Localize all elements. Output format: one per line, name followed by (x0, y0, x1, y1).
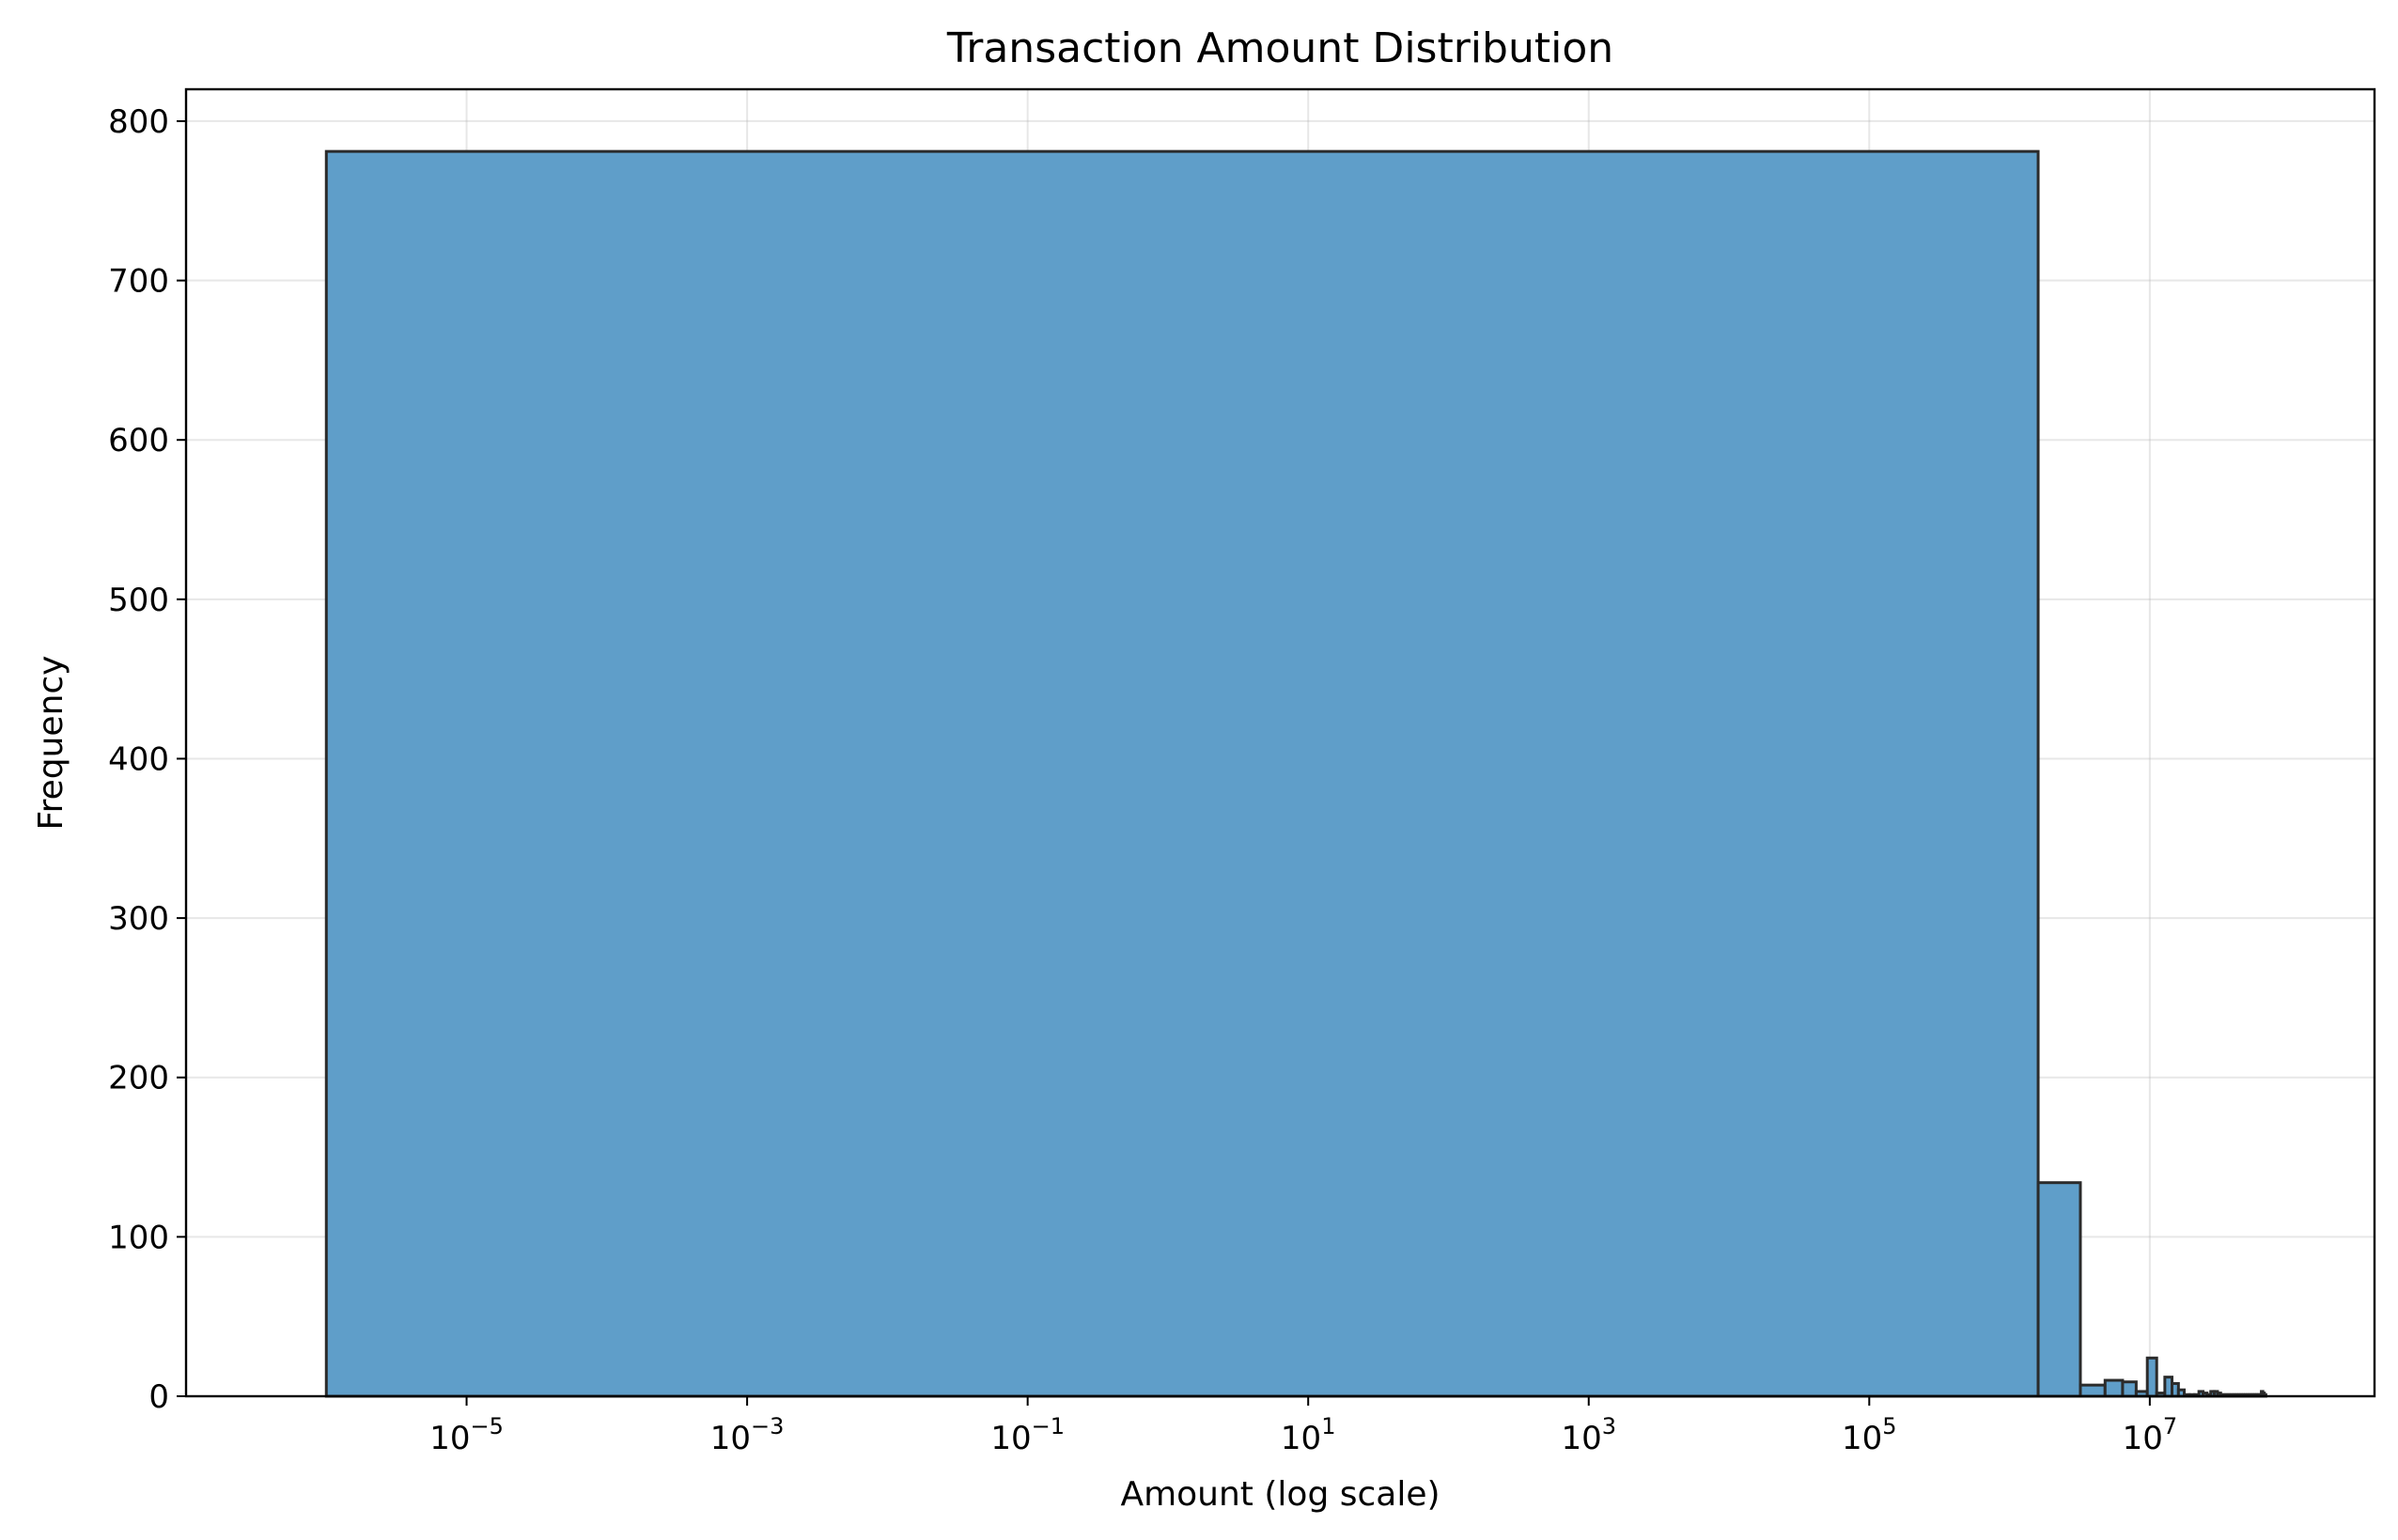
x-tick-label: 107 (2123, 1413, 2178, 1457)
y-axis-label: Frequency (32, 656, 70, 831)
y-tick-label: 200 (108, 1060, 169, 1097)
x-tick-label: 101 (1281, 1413, 1336, 1457)
x-axis-ticks: 10−5 10−3 10−1 101 103 105 107 (429, 1396, 2177, 1457)
y-tick-label: 300 (108, 900, 169, 938)
y-tick-label: 700 (108, 263, 169, 301)
histogram-bar (2036, 1181, 2082, 1398)
y-axis-ticks: 0 100 200 300 400 500 600 700 800 (108, 103, 186, 1416)
histogram-bar (2079, 1383, 2107, 1398)
y-tick-label: 400 (108, 740, 169, 778)
histogram-bar (324, 149, 2040, 1398)
x-tick-label: 103 (1561, 1413, 1616, 1457)
histogram-bars (324, 149, 2267, 1398)
y-tick-label: 0 (148, 1378, 169, 1416)
histogram-bar (2103, 1378, 2125, 1398)
y-tick-label: 600 (108, 422, 169, 459)
x-axis-label: Amount (log scale) (1120, 1475, 1440, 1514)
chart-title: Transaction Amount Distribution (946, 24, 1613, 72)
y-tick-label: 100 (108, 1219, 169, 1256)
histogram-bar (2145, 1356, 2158, 1398)
histogram-bar (2121, 1380, 2138, 1398)
y-tick-label: 800 (108, 103, 169, 141)
x-tick-label: 10−3 (710, 1413, 785, 1457)
x-tick-label: 10−1 (990, 1413, 1065, 1457)
plot-frame (184, 87, 2376, 1398)
y-tick-label: 500 (108, 582, 169, 619)
x-tick-label: 10−5 (429, 1413, 504, 1457)
x-tick-label: 105 (1842, 1413, 1897, 1457)
